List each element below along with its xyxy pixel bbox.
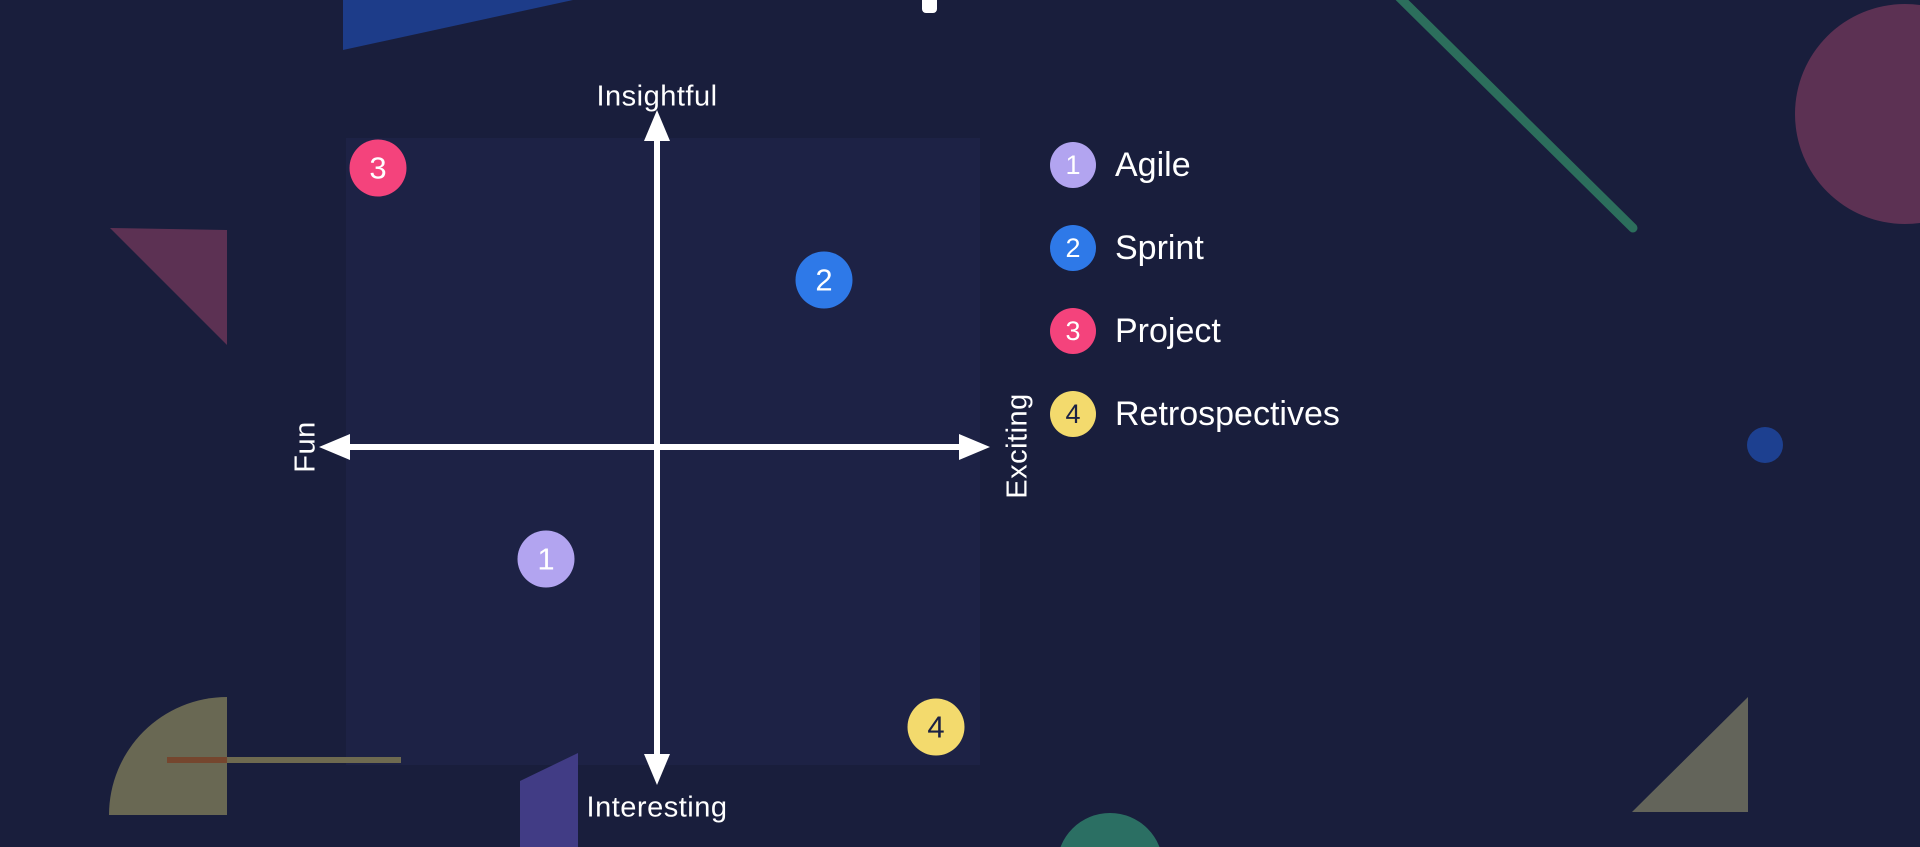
chart-point-2: 2 [795, 251, 853, 309]
chart-point-3: 3 [349, 139, 407, 197]
deco-quarter-disc-icon [109, 697, 227, 815]
deco-green-diagonal-line-icon [1395, 0, 1638, 233]
deco-olive-line-icon [227, 757, 401, 763]
legend-badge-4: 4 [1050, 391, 1096, 437]
axis-label-exciting: Exciting [1001, 393, 1034, 499]
legend-badge-3: 3 [1050, 308, 1096, 354]
chart-point-number: 2 [815, 262, 833, 298]
legend-badge-number: 3 [1065, 315, 1081, 346]
axis-arrow-right-icon [959, 434, 990, 460]
chart-point-number: 1 [537, 541, 555, 577]
deco-rust-line-icon [167, 757, 227, 763]
chart-point-4: 4 [907, 698, 965, 756]
chart-point-1: 1 [517, 530, 575, 588]
legend-label: Sprint [1115, 228, 1204, 267]
deco-blue-dot-icon [1747, 427, 1783, 463]
chart-point-number: 4 [927, 709, 945, 745]
chart-point-number: 3 [369, 150, 387, 186]
axis-arrow-down-icon [644, 754, 670, 785]
legend: 1 Agile 2 Sprint 3 Project 4 Retrospecti… [1050, 142, 1340, 437]
legend-item-project: 3 Project [1050, 308, 1340, 354]
axis-label-interesting: Interesting [586, 791, 728, 824]
legend-badge-2: 2 [1050, 225, 1096, 271]
quadrant-chart-panel [346, 138, 980, 765]
legend-badge-1: 1 [1050, 142, 1096, 188]
legend-item-retrospectives: 4 Retrospectives [1050, 391, 1340, 437]
deco-indigo-quad-icon [520, 753, 578, 847]
axis-label-insightful: Insightful [596, 80, 718, 113]
deco-plum-circle-icon [1795, 4, 1920, 224]
deco-olive-triangle-bottom-right-icon [1632, 697, 1748, 812]
legend-item-sprint: 2 Sprint [1050, 225, 1340, 271]
deco-teal-circle-bottom-icon [1060, 813, 1160, 847]
axis-arrow-up-icon [644, 110, 670, 141]
title-cropped-letter-fragment [922, 0, 937, 13]
legend-badge-number: 2 [1065, 232, 1081, 263]
axis-label-fun: Fun [289, 421, 322, 473]
legend-label: Project [1115, 311, 1221, 350]
legend-item-agile: 1 Agile [1050, 142, 1340, 188]
deco-triangle-top-left-icon [343, 0, 573, 50]
axis-arrow-left-icon [319, 434, 350, 460]
legend-label: Retrospectives [1115, 394, 1340, 433]
legend-badge-number: 1 [1065, 149, 1081, 180]
legend-label: Agile [1115, 145, 1191, 184]
legend-badge-number: 4 [1065, 398, 1081, 429]
deco-triangle-left-icon [110, 228, 227, 345]
